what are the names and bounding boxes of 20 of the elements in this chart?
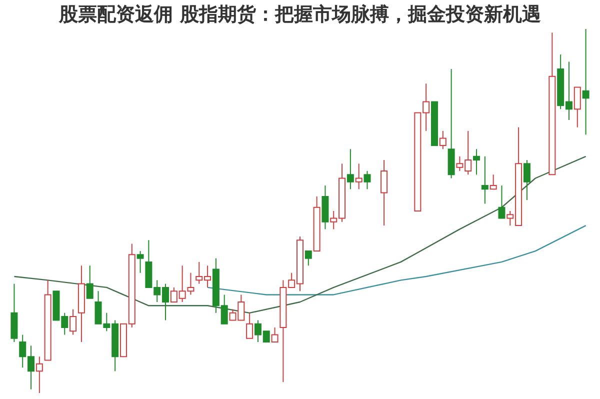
candlestick [36, 356, 43, 394]
candlestick [364, 170, 371, 190]
candlestick [355, 163, 362, 190]
candlestick [439, 130, 446, 150]
candlestick [271, 326, 278, 343]
candlestick [574, 86, 581, 128]
candlestick [523, 160, 530, 201]
candlestick [481, 156, 488, 204]
chart-title: 股票配资返佣 股指期货：把握市场脉搏，掘金投资新机遇 [58, 4, 541, 26]
candlestick [70, 308, 77, 336]
candlestick [380, 160, 388, 226]
candlestick [498, 185, 506, 219]
candlestick [490, 174, 497, 190]
candlestick [473, 148, 480, 176]
candlestick [346, 148, 354, 190]
candlestick [86, 265, 94, 299]
candlestick [246, 312, 254, 339]
candlestick [304, 250, 312, 266]
candlestick [582, 28, 590, 136]
candlestick [136, 250, 144, 274]
